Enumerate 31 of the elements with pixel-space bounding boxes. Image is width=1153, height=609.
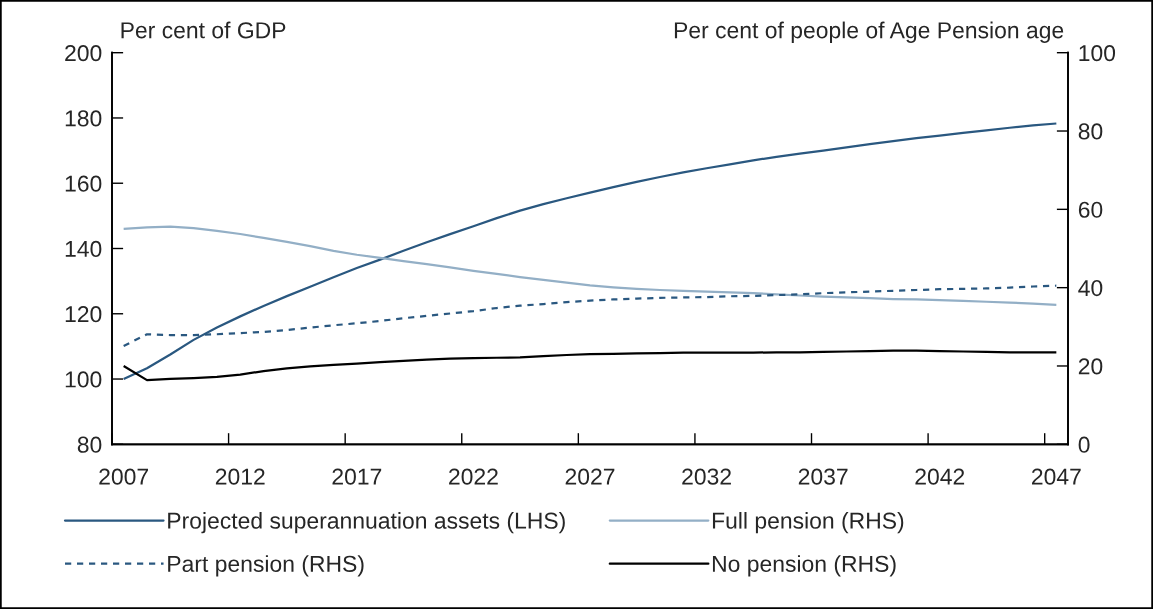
legend-label: Part pension (RHS): [168, 555, 364, 577]
x-tick-label: 2037: [798, 468, 848, 485]
x-tick-label: 2012: [215, 468, 265, 485]
y-tick-label: 160: [65, 175, 102, 192]
y-tick-label: 180: [65, 110, 102, 127]
y-tick-label: 100: [65, 371, 102, 388]
x-tick-label: 2007: [99, 468, 148, 485]
y2-tick-label: 20: [1078, 358, 1103, 375]
x-tick-label: 2042: [915, 468, 965, 485]
y2-tick-label: 100: [1079, 45, 1116, 62]
y-tick-label: 140: [65, 240, 102, 258]
line-series: [122, 225, 1058, 306]
y2-tick-label: 60: [1078, 201, 1103, 218]
y-axis-title: Per cent of GDP: [121, 21, 286, 39]
y2-axis-title: Per cent of people of Age Pension age: [674, 21, 1064, 43]
y-tick-label: 200: [65, 45, 102, 62]
legend-label: Full pension (RHS): [712, 512, 904, 534]
line-series: [122, 122, 1058, 381]
y-tick-label: 80: [77, 436, 102, 453]
legend-label: Projected superannuation assets (LHS): [168, 512, 565, 534]
legend-label: No pension (RHS): [712, 555, 896, 577]
x-tick-label: 2022: [449, 468, 498, 485]
y2-tick-label: 80: [1078, 123, 1103, 140]
y2-tick-label: 0: [1078, 436, 1090, 453]
x-tick-label: 2047: [1032, 468, 1081, 485]
x-tick-label: 2032: [682, 468, 731, 485]
y2-tick-label: 40: [1078, 279, 1103, 297]
y-tick-label: 120: [65, 306, 102, 323]
x-tick-label: 2027: [565, 468, 615, 485]
x-tick-label: 2017: [332, 468, 382, 485]
line-series: [122, 349, 1058, 382]
